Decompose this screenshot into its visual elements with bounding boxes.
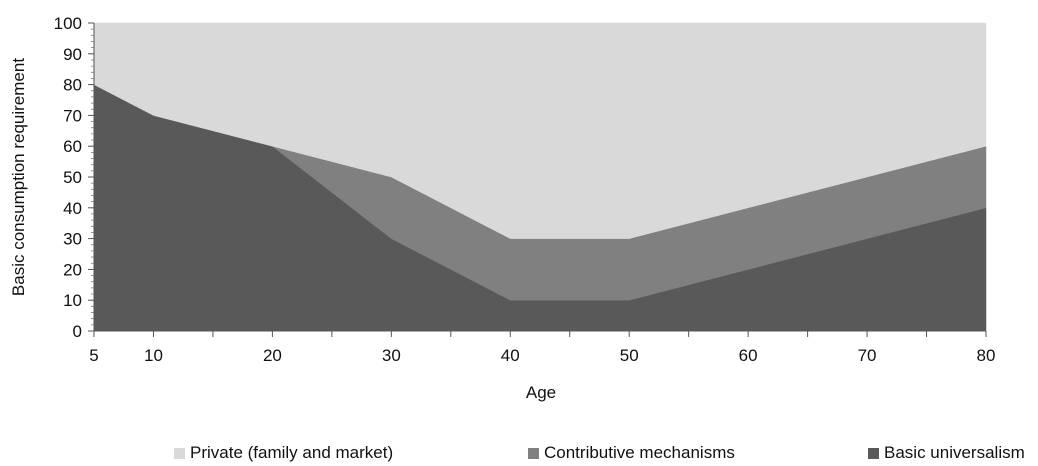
y-tick-label: 70 [63,106,82,125]
legend-swatch [528,447,539,459]
y-tick-label: 30 [63,230,82,249]
y-tick-label: 50 [63,168,82,187]
legend-swatch [868,447,879,459]
x-tick-label: 70 [858,346,877,365]
legend-label: Private (family and market) [190,443,394,462]
x-tick-label: 20 [263,346,282,365]
y-tick-label: 20 [63,260,82,279]
x-axis-title: Age [526,383,556,402]
y-tick-label: 40 [63,199,82,218]
y-tick-label: 10 [63,291,82,310]
y-tick-label: 80 [63,76,82,95]
x-tick-label: 5 [89,346,98,365]
legend-item-private-family-and-market: Private (family and market) [174,443,393,463]
legend-swatch [174,447,185,459]
x-tick-label: 40 [501,346,520,365]
y-tick-label: 0 [73,322,82,341]
y-tick-label: 90 [63,45,82,64]
legend-label: Basic universalism [884,443,1025,462]
x-tick-label: 10 [144,346,163,365]
y-tick-label: 60 [63,137,82,156]
axes-group: 0 10 20 30 40 50 60 70 80 90 100 5 10 20 30 40 50 60 70 80 [54,14,996,365]
area-series-group [93,22,987,332]
x-tick-label: 80 [977,346,996,365]
legend-label: Contributive mechanisms [544,443,735,462]
y-tick-label: 100 [54,14,82,33]
legend-item-basic-universalism: Basic universalism [868,443,1025,463]
x-tick-label: 60 [739,346,758,365]
legend: Private (family and market) Contributive … [0,443,1038,463]
legend-item-contributive-mechanisms: Contributive mechanisms [528,443,735,463]
y-axis-title: Basic consumption requirement [9,58,28,296]
x-tick-label: 50 [620,346,639,365]
area-private-family-and-market [93,22,987,239]
x-tick-label: 30 [382,346,401,365]
